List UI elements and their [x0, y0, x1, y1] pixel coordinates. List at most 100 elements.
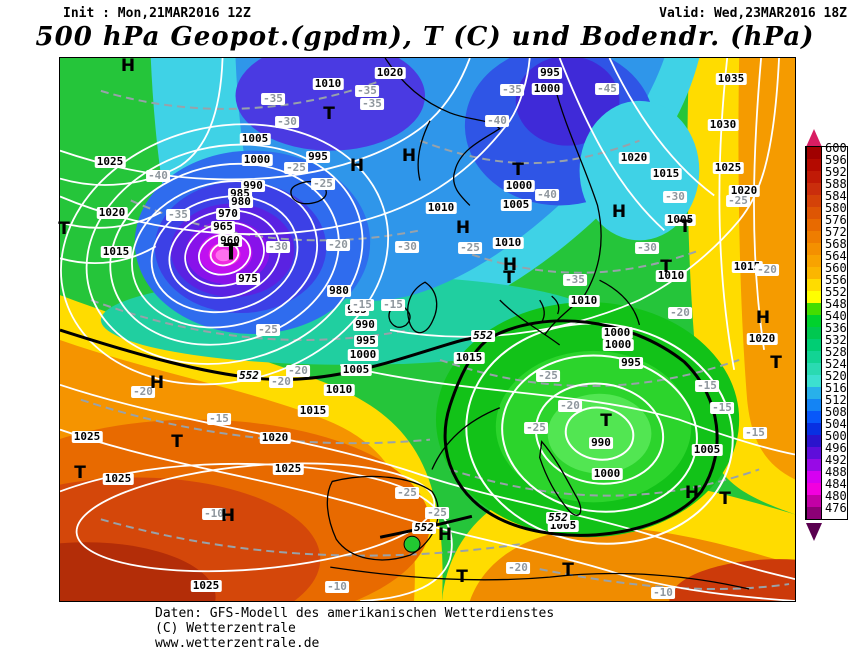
colorbar-band: 568: [806, 237, 847, 255]
colorbar-band: 580: [806, 201, 847, 219]
colorbar-tick-label: 540: [825, 309, 847, 323]
colorbar-band: 504: [806, 417, 847, 435]
colorbar-band: 524: [806, 357, 847, 375]
colorbar-arrow-up-icon: [806, 129, 822, 147]
colorbar-tick-label: 492: [825, 453, 847, 467]
colorbar-band: 596: [806, 153, 847, 171]
colorbar-swatch: [806, 267, 822, 279]
colorbar-tick-label: 564: [825, 249, 847, 263]
colorbar-tick-label: 560: [825, 261, 847, 275]
attribution-url: www.wetterzentrale.de: [155, 636, 320, 651]
colorbar-tick-label: 476: [825, 501, 847, 515]
colorbar-band: 480: [806, 489, 847, 507]
colorbar-tick-label: 568: [825, 237, 847, 251]
colorbar-swatch: [806, 459, 822, 471]
map-frame: [59, 57, 796, 602]
colorbar-band: 536: [806, 321, 847, 339]
colorbar-swatch: [806, 315, 822, 327]
colorbar-swatch: [806, 363, 822, 375]
colorbar-tick-label: 532: [825, 333, 847, 347]
colorbar-tick-label: 508: [825, 405, 847, 419]
colorbar-band: 548: [806, 297, 847, 315]
colorbar-band: 532: [806, 333, 847, 351]
colorbar-swatch: [806, 147, 822, 159]
colorbar-band: 584: [806, 189, 847, 207]
colorbar-swatch: [806, 243, 822, 255]
colorbar-band: 512: [806, 393, 847, 411]
colorbar-band: 528: [806, 345, 847, 363]
attribution-source: Daten: GFS-Modell des amerikanischen Wet…: [155, 606, 555, 621]
colorbar-swatch: [806, 435, 822, 447]
colorbar-swatch: [806, 219, 822, 231]
colorbar-tick-label: 496: [825, 441, 847, 455]
colorbar-tick-label: 592: [825, 165, 847, 179]
colorbar-tick-label: 552: [825, 285, 847, 299]
colorbar-tick-label: 500: [825, 429, 847, 443]
colorbar-swatch: [806, 387, 822, 399]
colorbar-tick-label: 520: [825, 369, 847, 383]
colorbar-swatch: [806, 471, 822, 483]
colorbar-swatch: [806, 159, 822, 171]
colorbar-swatch: [806, 507, 822, 519]
colorbar-tick-label: 576: [825, 213, 847, 227]
colorbar-rows: 600 596 592 588 584 580 576 572 568 564 560 556 552 5…: [805, 141, 848, 520]
colorbar-band: 540: [806, 309, 847, 327]
colorbar-band: 492: [806, 453, 847, 471]
colorbar-tick-label: 572: [825, 225, 847, 239]
geopotential-colorbar: 600 596 592 588 584 580 576 572 568 564 560 556 552 5…: [805, 129, 848, 541]
colorbar-swatch: [806, 339, 822, 351]
init-time-label: Init : Mon,21MAR2016 12Z: [63, 6, 251, 21]
colorbar-band: 588: [806, 177, 847, 195]
colorbar-swatch: [806, 291, 822, 303]
colorbar-swatch: [806, 279, 822, 291]
colorbar-tick-label: 524: [825, 357, 847, 371]
colorbar-band: 516: [806, 381, 847, 399]
colorbar-band: 556: [806, 273, 847, 291]
colorbar-band: 520: [806, 369, 847, 387]
colorbar-swatch: [806, 351, 822, 363]
colorbar-swatch: [806, 423, 822, 435]
colorbar-swatch: [806, 375, 822, 387]
attribution: Daten: GFS-Modell des amerikanischen Wet…: [155, 606, 554, 651]
colorbar-tick-label: 556: [825, 273, 847, 287]
colorbar-band: 552: [806, 285, 847, 303]
colorbar-swatch: [806, 255, 822, 267]
colorbar-tick-label: 580: [825, 201, 847, 215]
colorbar-swatch: [806, 447, 822, 459]
temperature-isolines: [80, 79, 790, 591]
colorbar-swatch: [806, 303, 822, 315]
colorbar-band: 564: [806, 249, 847, 267]
colorbar-swatch: [806, 231, 822, 243]
colorbar-band: 488: [806, 465, 847, 483]
colorbar-band: 496: [806, 441, 847, 459]
weather-map: [60, 58, 795, 601]
colorbar-band: 592: [806, 165, 847, 183]
colorbar-tick-label: 596: [825, 153, 847, 167]
colorbar-band: 476: [806, 501, 847, 519]
colorbar-band: 560: [806, 261, 847, 279]
colorbar-band: 508: [806, 405, 847, 423]
colorbar-tick-label: 484: [825, 477, 847, 491]
colorbar-swatch: [806, 399, 822, 411]
colorbar-swatch: [806, 411, 822, 423]
colorbar-band: 600: [806, 141, 847, 159]
colorbar-tick-label: 488: [825, 465, 847, 479]
colorbar-swatch: [806, 195, 822, 207]
colorbar-tick-label: 588: [825, 177, 847, 191]
colorbar-tick-label: 504: [825, 417, 847, 431]
colorbar-arrow-down-icon: [806, 523, 822, 541]
colorbar-band: 500: [806, 429, 847, 447]
colorbar-band: 572: [806, 225, 847, 243]
colorbar-tick-label: 528: [825, 345, 847, 359]
header-row: Init : Mon,21MAR2016 12Z Valid: Wed,23MA…: [63, 6, 847, 21]
valid-time-label: Valid: Wed,23MAR2016 18Z: [659, 6, 847, 21]
page-title: 500 hPa Geopot.(gpdm), T (C) und Bodendr…: [35, 22, 815, 52]
colorbar-swatch: [806, 327, 822, 339]
colorbar-tick-label: 536: [825, 321, 847, 335]
colorbar-tick-label: 548: [825, 297, 847, 311]
colorbar-swatch: [806, 207, 822, 219]
colorbar-swatch: [806, 483, 822, 495]
colorbar-tick-label: 584: [825, 189, 847, 203]
colorbar-swatch: [806, 183, 822, 195]
